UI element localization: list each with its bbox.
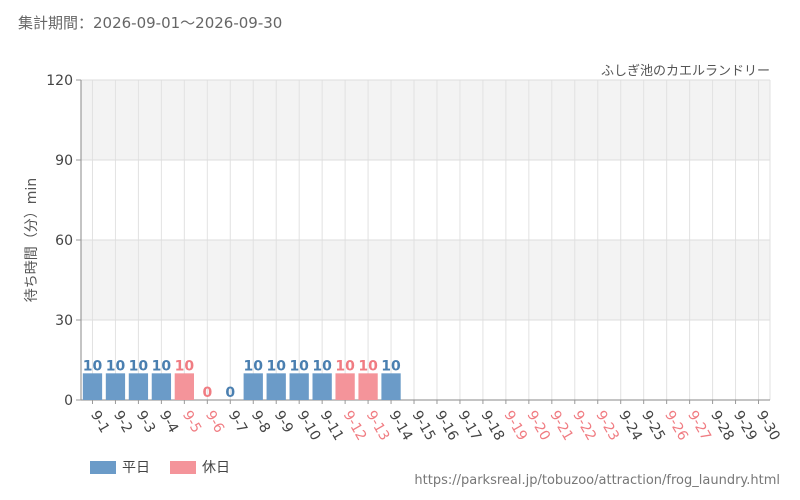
x-tick-label-9-23: 9-23 — [592, 408, 622, 444]
x-tick-label-9-25: 9-25 — [638, 408, 668, 444]
y-tick-label: 90 — [55, 153, 73, 169]
data-label-9-9: 10 — [266, 358, 286, 374]
bar-9-11 — [312, 373, 332, 400]
x-tick-label-9-13: 9-13 — [363, 408, 393, 444]
x-tick-label-9-29: 9-29 — [730, 408, 760, 444]
bar-9-13 — [358, 373, 378, 400]
x-tick-label-9-1: 9-1 — [87, 408, 112, 436]
x-tick-label-9-5: 9-5 — [179, 408, 204, 436]
x-tick-label-9-28: 9-28 — [707, 408, 737, 444]
x-tick-label-9-12: 9-12 — [340, 408, 370, 444]
data-label-9-2: 10 — [106, 358, 126, 374]
holiday-swatch — [170, 460, 196, 474]
bar-9-3 — [128, 373, 149, 400]
legend-item-holiday: 休日 — [170, 457, 230, 477]
x-tick-label-9-24: 9-24 — [615, 408, 645, 444]
bar-9-2 — [105, 373, 126, 400]
x-tick-label-9-4: 9-4 — [156, 408, 181, 436]
data-label-9-7: 0 — [225, 385, 235, 401]
x-tick-label-9-11: 9-11 — [317, 408, 347, 444]
data-label-9-6: 0 — [202, 385, 212, 401]
data-label-9-10: 10 — [289, 358, 309, 374]
x-tick-label-9-8: 9-8 — [248, 408, 273, 436]
data-label-9-1: 10 — [83, 358, 103, 374]
data-label-9-14: 10 — [381, 358, 401, 374]
bar-9-5 — [174, 373, 194, 400]
y-axis-label: 待ち時間（分）min — [24, 178, 40, 302]
x-tick-label-9-14: 9-14 — [386, 408, 416, 444]
period-label: 集計期間：2026-09-01～2026-09-30 — [18, 14, 283, 32]
bar-9-12 — [335, 373, 355, 400]
bar-9-10 — [289, 373, 309, 400]
x-tick-label-9-27: 9-27 — [684, 408, 714, 444]
x-tick-label-9-2: 9-2 — [110, 408, 135, 436]
data-label-9-11: 10 — [312, 358, 332, 374]
data-label-9-12: 10 — [335, 358, 355, 374]
x-tick-label-9-30: 9-30 — [753, 408, 783, 444]
source-link[interactable]: https://parksreal.jp/tobuzoo/attraction/… — [414, 473, 780, 488]
x-tick-label-9-16: 9-16 — [432, 408, 462, 444]
grid-band — [81, 240, 770, 320]
x-tick-label-9-22: 9-22 — [569, 408, 599, 444]
x-tick-label-9-17: 9-17 — [454, 408, 484, 444]
chart-title: ふしぎ池のカエルランドリー — [600, 64, 770, 79]
y-tick-label: 30 — [55, 313, 73, 329]
bar-9-8 — [243, 373, 263, 400]
grid-band — [81, 80, 770, 160]
weekday-swatch — [90, 460, 116, 474]
x-tick-label-9-21: 9-21 — [546, 408, 576, 444]
x-tick-label-9-26: 9-26 — [661, 408, 691, 444]
legend-item-weekday: 平日 — [90, 457, 150, 477]
data-label-9-8: 10 — [244, 358, 264, 374]
x-tick-label-9-20: 9-20 — [523, 408, 553, 444]
data-label-9-13: 10 — [358, 358, 378, 374]
x-tick-label-9-7: 9-7 — [225, 408, 250, 436]
x-tick-label-9-3: 9-3 — [133, 408, 158, 436]
y-tick-label: 60 — [55, 233, 73, 249]
data-label-9-4: 10 — [152, 358, 172, 374]
x-tick-label-9-18: 9-18 — [477, 408, 507, 444]
bar-9-4 — [151, 373, 172, 400]
data-label-9-3: 10 — [129, 358, 149, 374]
bar-9-14 — [381, 373, 401, 400]
x-tick-label-9-15: 9-15 — [409, 408, 439, 444]
bar-9-9 — [266, 373, 286, 400]
x-tick-label-9-9: 9-9 — [271, 408, 296, 436]
legend-weekday-label: 平日 — [122, 460, 150, 476]
x-tick-label-9-10: 9-10 — [294, 408, 324, 444]
y-tick-label: 120 — [46, 73, 73, 89]
x-tick-label-9-6: 9-6 — [202, 408, 227, 436]
x-tick-label-9-19: 9-19 — [500, 408, 530, 444]
data-label-9-5: 10 — [175, 358, 195, 374]
legend-holiday-label: 休日 — [202, 460, 230, 476]
legend: 平日 休日 — [90, 457, 230, 477]
y-tick-label: 0 — [64, 393, 73, 409]
bar-9-1 — [82, 373, 103, 400]
